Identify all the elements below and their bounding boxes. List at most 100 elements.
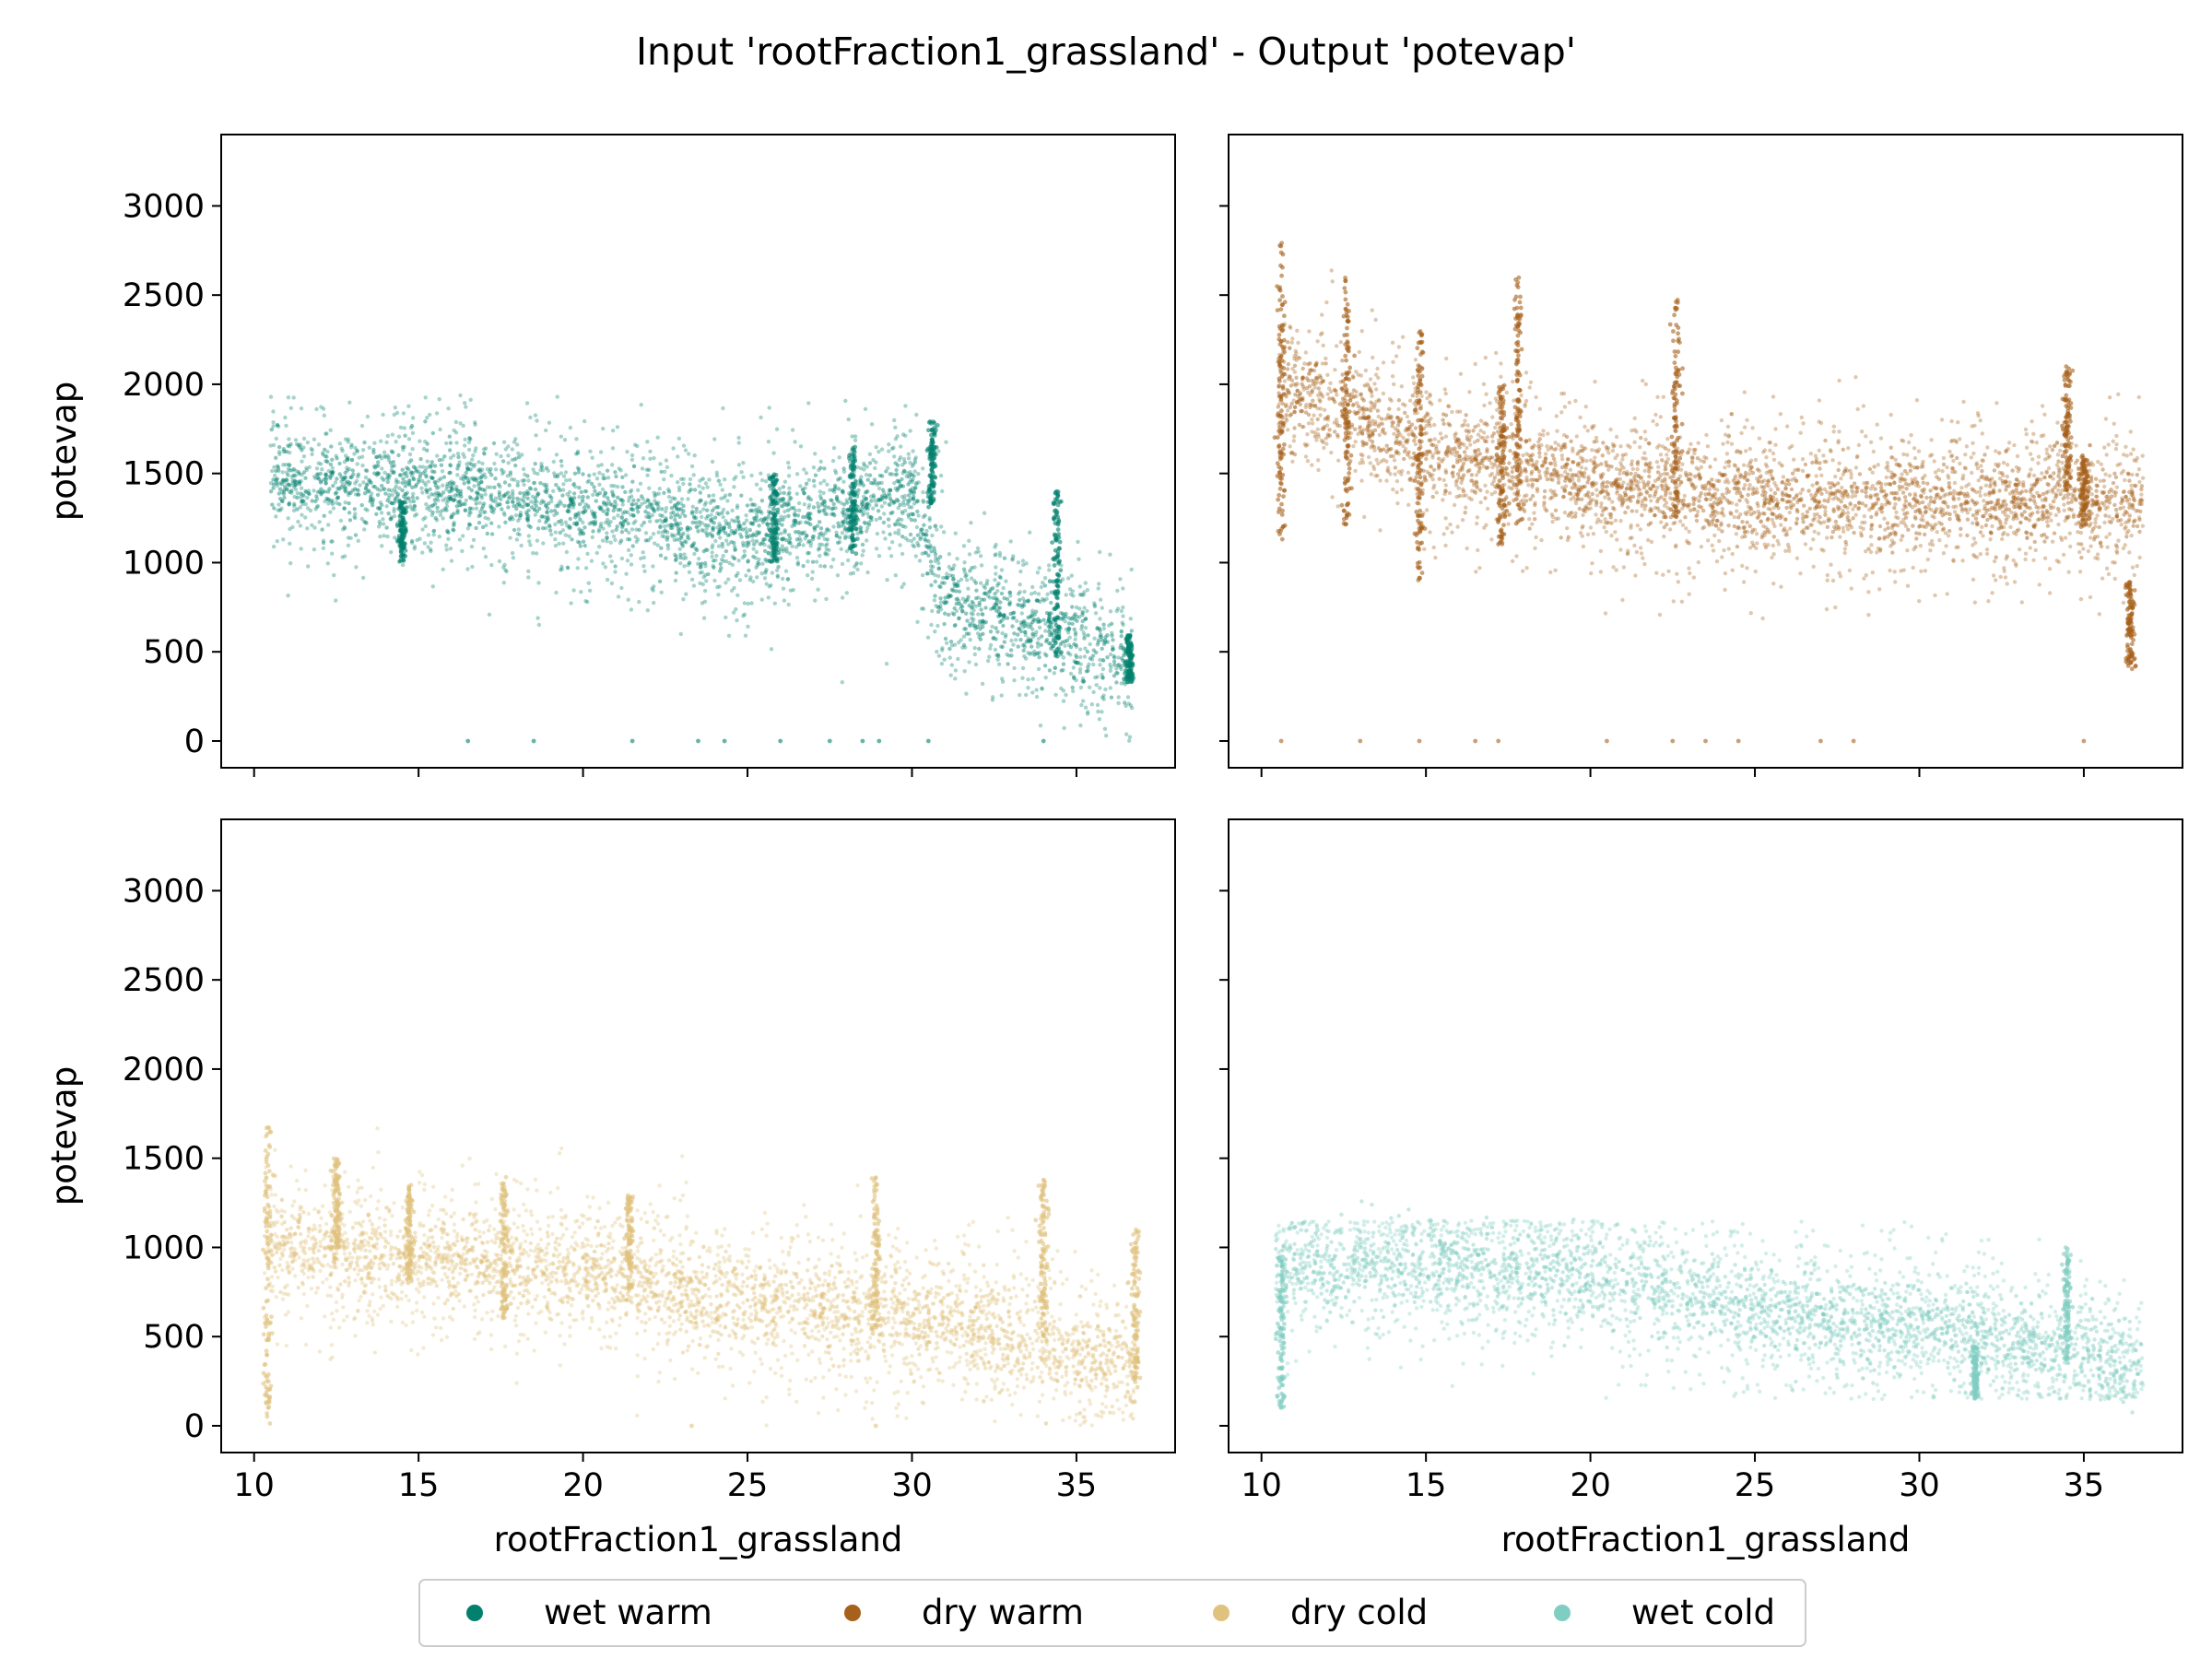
scatter-point xyxy=(1801,527,1806,533)
scatter-point xyxy=(447,497,452,501)
scatter-point xyxy=(506,505,511,510)
scatter-point xyxy=(703,500,709,505)
scatter-point xyxy=(865,465,869,469)
scatter-point xyxy=(1485,489,1489,494)
scatter-point xyxy=(778,497,782,501)
scatter-point xyxy=(428,508,432,512)
scatter-point xyxy=(587,473,592,478)
scatter-point xyxy=(489,505,494,510)
scatter-point xyxy=(606,509,610,513)
streak-point xyxy=(932,445,936,450)
scatter-point xyxy=(843,517,848,522)
scatter-point xyxy=(400,488,405,493)
scatter-point xyxy=(637,527,641,533)
scatter-point xyxy=(1340,386,1345,391)
scatter-point xyxy=(1864,572,1869,578)
scatter-point xyxy=(697,484,701,488)
scatter-point xyxy=(1533,466,1537,471)
scatter-point xyxy=(313,507,318,512)
scatter-point xyxy=(1026,677,1030,682)
scatter-point xyxy=(686,562,690,568)
scatter-point xyxy=(1037,566,1041,571)
scatter-point xyxy=(1073,630,1078,635)
scatter-point xyxy=(759,487,763,491)
scatter-point xyxy=(367,445,371,450)
scatter-point xyxy=(2008,524,2013,530)
scatter-point xyxy=(1016,644,1020,649)
scatter-point xyxy=(371,497,376,501)
scatter-point xyxy=(1892,473,1898,478)
scatter-point xyxy=(318,471,323,477)
scatter-point xyxy=(544,428,548,433)
scatter-point xyxy=(368,498,373,502)
scatter-point xyxy=(458,491,463,496)
scatter-point xyxy=(288,526,292,532)
scatter-point xyxy=(915,499,921,503)
scatter-point xyxy=(404,492,408,497)
scatter-point xyxy=(1019,622,1024,627)
scatter-point xyxy=(1735,481,1739,486)
scatter-point xyxy=(698,571,702,575)
scatter-point xyxy=(2128,452,2134,456)
scatter-point xyxy=(957,640,961,645)
scatter-point xyxy=(598,450,604,454)
scatter-point xyxy=(1047,614,1052,619)
scatter-point xyxy=(2030,487,2035,491)
scatter-point xyxy=(1053,665,1058,671)
scatter-point xyxy=(537,519,542,524)
scatter-point xyxy=(1030,677,1036,681)
scatter-point xyxy=(742,553,747,558)
scatter-point xyxy=(286,516,290,521)
scatter-point xyxy=(1052,671,1057,676)
scatter-point xyxy=(1064,692,1068,698)
scatter-point xyxy=(965,597,970,603)
scatter-point xyxy=(986,590,992,594)
scatter-point xyxy=(510,447,514,452)
scatter-point xyxy=(565,492,570,497)
scatter-point xyxy=(2030,532,2034,537)
scatter-point xyxy=(1010,558,1015,562)
scatter-point xyxy=(653,493,657,499)
scatter-point xyxy=(379,511,384,515)
scatter-point xyxy=(971,623,976,629)
scatter-point xyxy=(545,515,549,521)
scatter-point xyxy=(910,472,914,477)
scatter-point xyxy=(1108,686,1113,690)
scatter-point xyxy=(419,486,424,490)
scatter-point xyxy=(818,465,823,470)
scatter-point xyxy=(1042,576,1048,581)
scatter-point xyxy=(1617,496,1621,500)
scatter-point xyxy=(448,455,453,460)
scatter-point xyxy=(2044,470,2049,476)
scatter-point xyxy=(1099,597,1103,602)
scatter-point xyxy=(384,525,389,530)
scatter-point xyxy=(1576,475,1582,479)
scatter-point xyxy=(947,552,952,557)
scatter-point xyxy=(724,531,728,535)
scatter-point xyxy=(1022,621,1027,626)
scatter-point xyxy=(571,521,577,526)
zero-point xyxy=(465,738,471,744)
scatter-point xyxy=(1595,517,1601,522)
scatter-point xyxy=(794,530,798,535)
scatter-point xyxy=(1075,615,1079,619)
scatter-point xyxy=(712,565,716,570)
scatter-point xyxy=(938,607,944,612)
scatter-point xyxy=(983,592,989,596)
scatter-point xyxy=(1002,556,1007,560)
scatter-point xyxy=(866,514,871,519)
scatter-point xyxy=(348,490,353,496)
scatter-point xyxy=(1605,521,1610,525)
scatter-point xyxy=(657,487,662,491)
scatter-point xyxy=(841,488,845,493)
scatter-point xyxy=(314,494,319,499)
scatter-point xyxy=(281,447,287,452)
scatter-point xyxy=(1024,692,1029,698)
scatter-point xyxy=(629,512,633,517)
scatter-point xyxy=(272,465,276,469)
scatter-point xyxy=(1730,551,1735,557)
scatter-point xyxy=(1097,582,1101,586)
scatter-point xyxy=(746,559,750,563)
scatter-point xyxy=(279,482,284,487)
scatter-point xyxy=(390,501,394,506)
